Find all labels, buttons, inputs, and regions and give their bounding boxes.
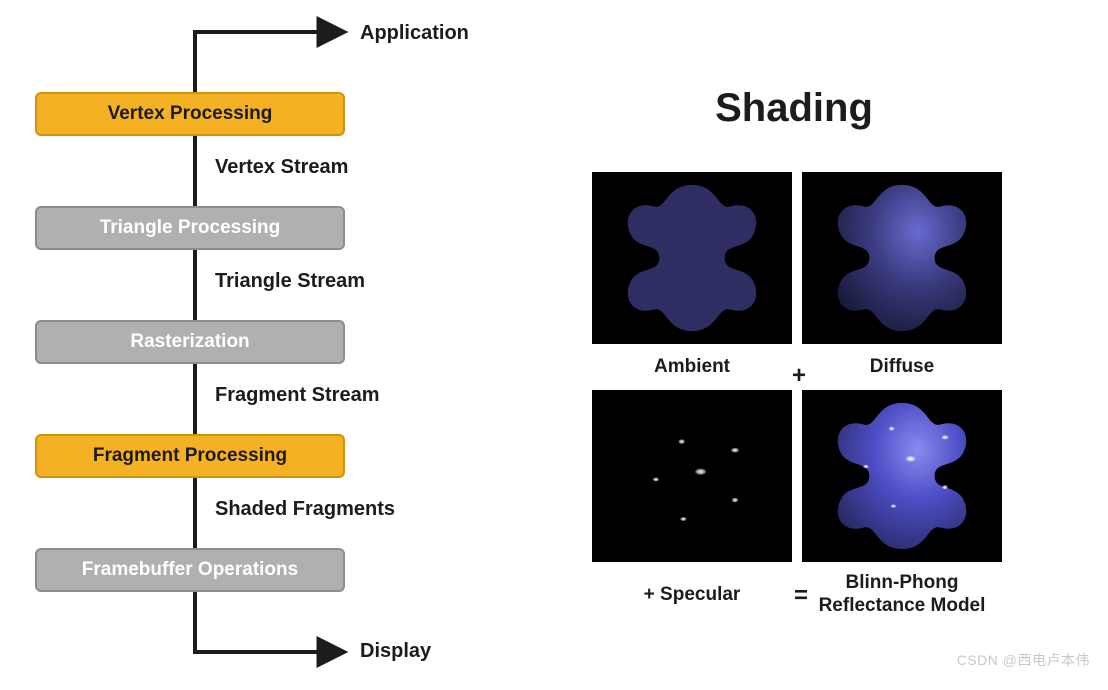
stage-triangle-processing: Triangle Processing: [35, 206, 345, 250]
pipeline-diagram: Application Vertex Processing Triangle Pr…: [0, 0, 540, 690]
stage-vertex-processing: Vertex Processing: [35, 92, 345, 136]
tile-diffuse: [802, 172, 1002, 344]
tile-result: [802, 390, 1002, 562]
tile-ambient: [592, 172, 792, 344]
shading-panel: Shading + =: [540, 0, 1108, 690]
shading-title: Shading: [540, 86, 1048, 131]
caption-diffuse: Diffuse: [870, 356, 934, 378]
stage-framebuffer-operations: Framebuffer Operations: [35, 548, 345, 592]
watermark: CSDN @西电卢本伟: [957, 650, 1090, 670]
stream-fragment-stream: Fragment Stream: [215, 384, 380, 407]
stream-triangle-stream: Triangle Stream: [215, 270, 365, 293]
caption-specular: + Specular: [644, 584, 741, 606]
stage-fragment-processing: Fragment Processing: [35, 434, 345, 478]
stream-shaded-fragments: Shaded Fragments: [215, 498, 395, 521]
stage-rasterization: Rasterization: [35, 320, 345, 364]
endpoint-application: Application: [360, 22, 469, 45]
endpoint-display: Display: [360, 640, 431, 663]
caption-ambient: Ambient: [654, 356, 730, 378]
caption-result: Blinn-Phong Reflectance Model: [802, 572, 1002, 618]
stream-vertex-stream: Vertex Stream: [215, 156, 348, 179]
tile-specular: [592, 390, 792, 562]
shading-grid: Ambient Diffuse: [592, 172, 1002, 620]
